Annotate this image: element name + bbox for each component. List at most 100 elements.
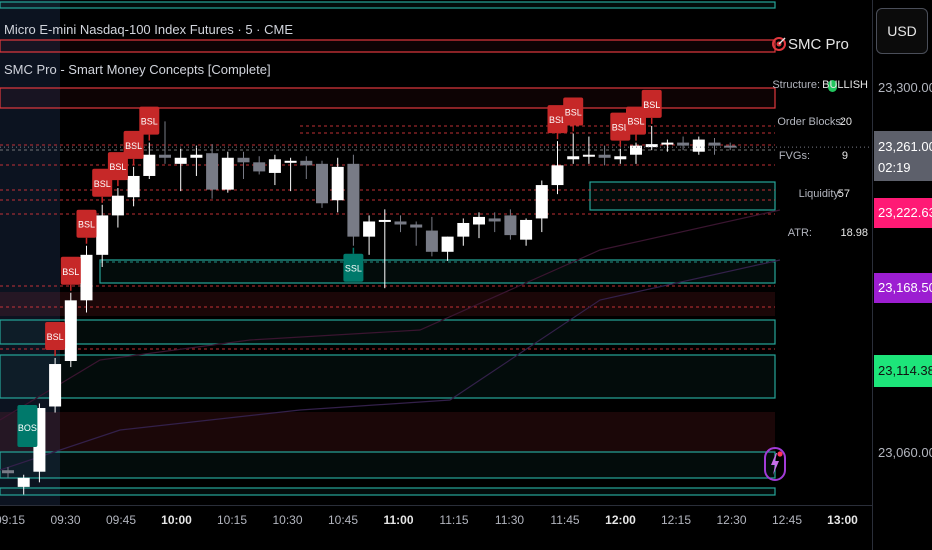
bolt-icon (771, 451, 783, 475)
bsl-marker-label: BSL (47, 332, 64, 342)
candle-body (80, 254, 93, 301)
time-label: 10:30 (272, 513, 303, 527)
candle-body (457, 222, 470, 237)
candle-body (692, 139, 705, 152)
bsl-marker-label: BSL (141, 117, 158, 127)
time-label: 11:45 (550, 513, 580, 527)
candle-body (394, 221, 407, 225)
candle-body (504, 215, 517, 236)
price-label-top: 23,300.00 (878, 80, 932, 95)
candle-body (551, 165, 564, 186)
bsl-marker-box (107, 152, 128, 181)
candle-body (708, 142, 721, 146)
candle-body (111, 195, 124, 216)
bsl-marker-label: BSL (94, 179, 111, 189)
candle-body (190, 154, 203, 158)
price-countdown: 02:19 (878, 160, 911, 175)
candle-body (64, 300, 77, 361)
bsl-marker-label: BSL (565, 108, 582, 118)
current-price-tag: 23,261.00 02:19 (874, 131, 932, 181)
candle-body (520, 219, 533, 240)
candle-body (614, 156, 627, 160)
candle-body (237, 157, 250, 163)
smc-label-order-blocks: Order Blocks: (777, 116, 844, 128)
time-label: 10:00 (161, 513, 192, 527)
time-axis[interactable] (0, 505, 872, 550)
candle-body (127, 175, 140, 198)
bolt-alert-button[interactable] (764, 447, 786, 481)
bsl-marker-box (76, 209, 97, 238)
bsl-marker-label: BSL (62, 267, 79, 277)
candle-body (284, 160, 297, 163)
bsl-marker-label: BSL (125, 141, 142, 151)
candle-body (96, 215, 109, 255)
ssl-marker-box (343, 253, 364, 282)
trend-line (0, 209, 781, 421)
candle-body (268, 159, 281, 173)
bsl-marker-label: BSL (612, 123, 629, 133)
smc-row-fvgs: FVGs: 9 (772, 146, 872, 168)
smc-label-structure: Structure: (772, 79, 820, 91)
smc-row-liquidity: Liquidity: 57 (772, 184, 872, 206)
time-label: 11:15 (439, 513, 469, 527)
demand-zone (0, 451, 776, 479)
currency-button[interactable]: USD (876, 8, 928, 54)
candle-body (582, 154, 595, 157)
candle-body (300, 160, 313, 166)
time-label: 12:15 (660, 513, 692, 527)
time-label: 10:15 (216, 513, 248, 527)
candle-body (630, 145, 642, 155)
smc-value-liquidity: 57 (837, 188, 850, 200)
time-label: 12:45 (771, 513, 803, 527)
candle-body (206, 153, 219, 190)
premium-zone (0, 292, 775, 316)
smc-row-atr: ATR: 18.98 (772, 223, 872, 245)
candle-body (221, 157, 234, 190)
time-label: 12:30 (716, 513, 747, 527)
bsl-marker-label: BSL (109, 162, 126, 172)
demand-zone (0, 487, 776, 496)
smc-value-fvgs: 9 (841, 150, 848, 162)
demand-zone (99, 259, 776, 284)
candle-body (661, 142, 674, 145)
bsl-marker-box (547, 105, 568, 134)
candle-body (2, 470, 14, 474)
smc-panel-title: SMC Pro (788, 36, 849, 53)
candle-body (677, 142, 690, 146)
chart-area[interactable]: BSL BSL BSL BSL BSL BSL BSL BSL BSL BSL BSL BSL SSL B… (0, 0, 872, 505)
smc-row-order-blocks: Order Blocks: 20 (772, 112, 872, 134)
smc-value-atr: 18.98 (840, 227, 868, 239)
bsl-marker-label: BSL (78, 220, 95, 230)
candle-body (535, 185, 548, 219)
candle-body (441, 236, 454, 252)
bsl-marker-box (92, 168, 113, 197)
trend-line (0, 259, 781, 471)
time-label: 11:00 (383, 513, 414, 527)
smc-label-atr: ATR: (787, 227, 812, 239)
time-label: 13:00 (827, 513, 858, 527)
structure-status-icon (828, 80, 837, 92)
candle-body (17, 477, 30, 487)
bsl-marker-box (60, 256, 81, 285)
candle-body (143, 154, 156, 176)
bsl-marker-label: BSL (627, 117, 644, 127)
smc-label-fvgs: FVGs: (778, 150, 810, 162)
smc-logo-icon (772, 37, 786, 51)
candle-body (174, 157, 187, 164)
smc-value-structure: BULLISH (822, 79, 868, 91)
indicator-title[interactable]: SMC Pro - Smart Money Concepts [Complete… (4, 62, 271, 77)
price-tag-purple: 23,168.50 (874, 273, 932, 303)
time-label: 12:00 (605, 513, 636, 527)
candle-body (567, 156, 580, 160)
smc-row-structure: Structure: BULLISH (772, 75, 872, 97)
demand-zone (589, 181, 776, 211)
price-tag-green: 23,114.38 (874, 355, 932, 387)
candle-body (425, 230, 438, 252)
candle-body (473, 216, 485, 225)
bsl-marker-box (123, 130, 144, 159)
candle-body (253, 162, 266, 172)
smc-value-order-blocks: 20 (839, 116, 852, 128)
symbol-title[interactable]: Micro E-mini Nasdaq-100 Index Futures · … (4, 22, 293, 37)
candle-body (724, 145, 737, 148)
